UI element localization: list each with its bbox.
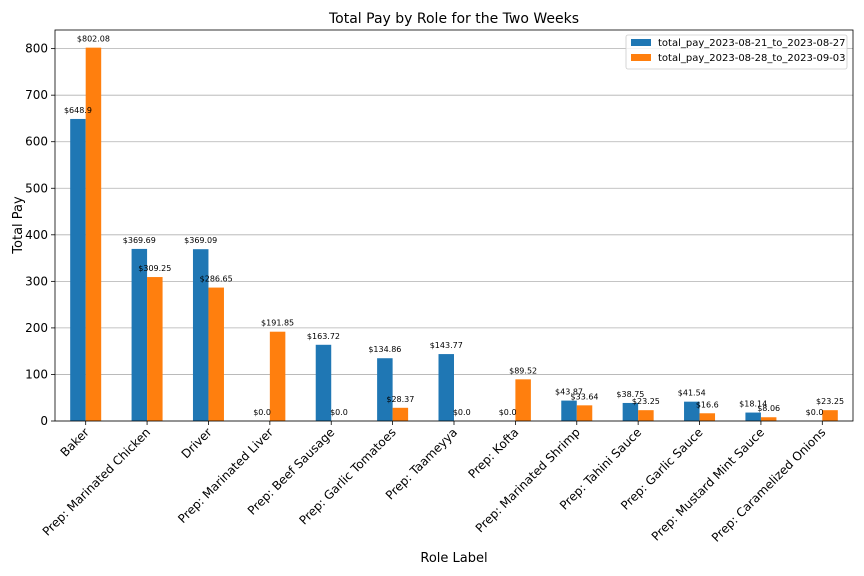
data-label: $43.87 xyxy=(555,388,583,397)
data-label: $191.85 xyxy=(261,319,294,328)
data-label: $23.25 xyxy=(816,397,844,406)
bar xyxy=(684,401,700,421)
data-label: $369.69 xyxy=(123,236,156,245)
data-label: $41.54 xyxy=(678,389,706,398)
x-tick-label: Prep: Marinated Chicken xyxy=(40,425,153,538)
data-label: $0.0 xyxy=(253,408,271,417)
y-tick-label: 700 xyxy=(25,88,48,102)
data-label: $309.25 xyxy=(138,264,171,273)
bar xyxy=(377,358,393,421)
bar xyxy=(147,277,163,421)
bar xyxy=(438,354,454,421)
bar xyxy=(515,379,531,421)
x-tick-label: Baker xyxy=(58,425,92,459)
bar xyxy=(85,47,102,422)
data-label: $33.64 xyxy=(571,392,599,401)
legend-swatch xyxy=(631,39,651,46)
data-label: $0.0 xyxy=(453,408,471,417)
bar xyxy=(745,412,761,421)
bar xyxy=(192,249,209,421)
data-label: $0.0 xyxy=(330,408,348,417)
bar xyxy=(70,118,86,421)
bar xyxy=(699,413,716,421)
bar xyxy=(208,287,224,421)
data-label: $89.52 xyxy=(509,366,537,375)
data-label: $28.37 xyxy=(386,395,414,404)
x-tick-label: Prep: Kofta xyxy=(465,425,521,481)
bar xyxy=(576,405,593,421)
bar xyxy=(392,407,409,421)
y-tick-label: 200 xyxy=(25,321,48,335)
bar xyxy=(561,400,577,421)
y-tick-label: 0 xyxy=(40,414,48,428)
bars-group xyxy=(70,47,838,422)
x-tick-label: Prep: Caramelized Onions xyxy=(709,425,829,545)
data-label: $23.25 xyxy=(632,397,660,406)
x-tick-label: Prep: Marinated Shrimp xyxy=(473,425,583,535)
data-labels-group: $648.9 $369.69 $369.09 $0.0 $163.72 $134.86 $1… xyxy=(64,35,844,417)
bar xyxy=(622,402,639,421)
y-axis-label: Total Pay xyxy=(11,196,26,255)
y-tick-label: 300 xyxy=(25,274,48,288)
y-tick-label: 500 xyxy=(25,181,48,195)
data-label: $16.6 xyxy=(696,400,719,409)
legend-label: total_pay_2023-08-28_to_2023-09-03 xyxy=(658,53,846,64)
x-tick-label: Prep: Mustard Mint Sauce xyxy=(649,425,767,543)
data-label: $143.77 xyxy=(430,341,463,350)
bar xyxy=(638,410,654,421)
bar xyxy=(269,331,286,421)
data-label: $0.0 xyxy=(806,408,824,417)
legend-swatch xyxy=(631,54,651,61)
data-label: $0.0 xyxy=(499,408,517,417)
bar xyxy=(822,410,838,421)
data-label: $369.09 xyxy=(184,236,217,245)
bar xyxy=(760,417,777,421)
bar xyxy=(315,344,332,421)
data-label: $163.72 xyxy=(307,332,340,341)
legend: total_pay_2023-08-21_to_2023-08-27 total_… xyxy=(625,34,848,70)
y-tick-label: 600 xyxy=(25,135,48,149)
legend-box xyxy=(625,34,848,70)
x-axis-label: Role Label xyxy=(420,551,487,566)
data-label: $802.08 xyxy=(77,35,110,44)
chart-title: Total Pay by Role for the Two Weeks xyxy=(328,11,579,27)
data-label: $286.65 xyxy=(200,275,233,284)
data-label: $134.86 xyxy=(368,345,401,354)
data-label: $648.9 xyxy=(64,106,92,115)
y-tick-label: 800 xyxy=(25,42,48,56)
legend-label: total_pay_2023-08-21_to_2023-08-27 xyxy=(658,38,846,49)
data-label: $8.06 xyxy=(757,404,780,413)
data-label: $18.14 xyxy=(739,400,767,409)
grid-lines xyxy=(55,48,853,422)
bar xyxy=(131,248,148,421)
x-tick-label: Driver xyxy=(179,425,215,461)
y-tick-label: 400 xyxy=(25,228,48,242)
y-tick-label: 100 xyxy=(25,367,48,381)
data-label: $38.75 xyxy=(616,390,644,399)
